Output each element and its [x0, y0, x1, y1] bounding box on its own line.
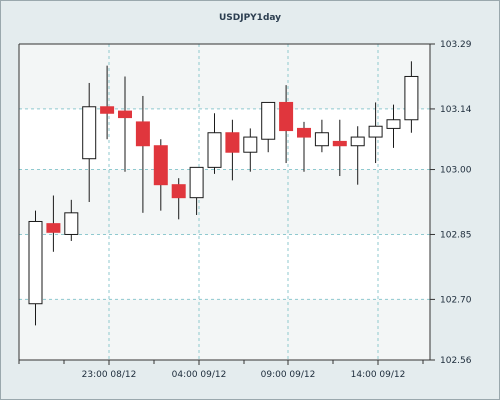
candle-up — [28, 220, 43, 305]
candle-down — [46, 223, 61, 233]
chart-title: USDJPY1day — [218, 13, 282, 23]
plot-band — [19, 44, 430, 109]
candle-up — [386, 119, 401, 129]
x-tick-label: 04:00 09/12 — [172, 370, 227, 380]
y-tick-label: 103.00 — [440, 166, 472, 176]
candle-up — [189, 166, 204, 199]
x-tick-label: 23:00 08/12 — [82, 370, 137, 380]
y-tick-label: 102.56 — [440, 356, 472, 366]
candle-down — [297, 127, 311, 138]
plot-band — [19, 299, 430, 360]
plot-band — [19, 169, 430, 235]
candle-up — [350, 136, 365, 147]
candle-down — [279, 101, 294, 132]
y-tick-label: 102.70 — [440, 295, 472, 305]
candle-up — [368, 125, 383, 138]
candle-up — [261, 101, 276, 140]
candle-up — [243, 136, 258, 153]
candle-down — [118, 110, 132, 119]
x-tick-label: 09:00 09/12 — [261, 370, 316, 380]
candle-down — [332, 140, 347, 147]
y-tick-label: 103.29 — [440, 40, 472, 50]
candle-up — [64, 212, 79, 235]
candle-up — [82, 106, 97, 160]
candle-up — [404, 75, 419, 121]
candle-down — [171, 184, 186, 199]
candle-down — [225, 132, 240, 153]
candle-up — [207, 132, 222, 168]
candle-down — [153, 145, 168, 186]
y-tick-label: 103.14 — [440, 105, 472, 115]
x-tick-label: 14:00 09/12 — [351, 370, 406, 380]
y-tick-label: 102.85 — [440, 230, 472, 240]
candle-up — [314, 132, 329, 147]
candle-down — [100, 106, 115, 114]
candle-down — [135, 121, 150, 147]
